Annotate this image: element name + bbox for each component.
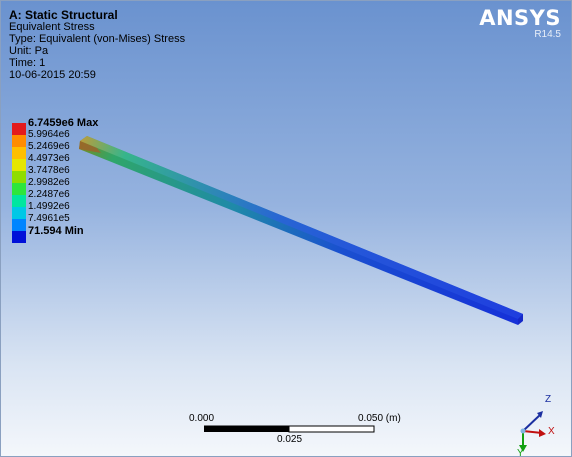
legend-label-min: 71.594 Min	[28, 225, 84, 237]
legend-label: 3.7478e6	[28, 165, 70, 176]
analysis-title: A: Static Structural	[9, 8, 118, 22]
result-name: Equivalent Stress	[9, 21, 95, 33]
result-unit: Unit: Pa	[9, 45, 49, 57]
axis-triad[interactable]: Z X Y	[506, 386, 566, 456]
legend-label: 7.4961e5	[28, 213, 70, 224]
legend-label: 2.9982e6	[28, 177, 70, 188]
result-details: A: Static Structural Equivalent Stress T…	[9, 9, 185, 81]
scale-right-label: 0.050 (m)	[358, 413, 401, 424]
legend-swatch	[12, 147, 26, 159]
z-axis-arrow-icon	[537, 411, 543, 418]
legend-swatch	[12, 159, 26, 171]
scale-mid-label: 0.025	[277, 434, 303, 445]
result-datetime: 10-06-2015 20:59	[9, 69, 96, 81]
legend-label-max: 6.7459e6 Max	[28, 117, 99, 129]
legend-swatch	[12, 219, 26, 231]
beam-top-face	[80, 136, 523, 319]
z-axis-label: Z	[545, 394, 551, 405]
logo-brand: ANSYS	[479, 6, 561, 30]
y-axis-label: Y	[517, 448, 524, 456]
legend-swatch	[12, 135, 26, 147]
x-axis-arrow-icon	[539, 429, 546, 437]
result-time: Time: 1	[9, 57, 46, 69]
x-axis-label: X	[548, 426, 555, 437]
legend-swatch	[12, 195, 26, 207]
legend-label: 2.2487e6	[28, 189, 70, 200]
y-axis-arrow-icon	[519, 445, 527, 452]
legend-swatch	[12, 183, 26, 195]
legend-swatch	[12, 171, 26, 183]
z-axis-line	[522, 413, 542, 432]
triad-origin	[520, 428, 526, 434]
legend-label: 5.9964e6	[28, 129, 70, 140]
legend-label: 4.4973e6	[28, 153, 70, 164]
legend-swatch	[12, 207, 26, 219]
beam-max-region	[79, 141, 101, 153]
legend-swatch-min	[12, 231, 26, 243]
x-axis-line	[522, 430, 543, 434]
legend-swatch-max	[12, 123, 26, 135]
scale-left-label: 0.000	[189, 413, 215, 424]
beam-end-face	[518, 314, 523, 325]
legend-label: 5.2469e6	[28, 141, 70, 152]
result-type: Type: Equivalent (von-Mises) Stress	[9, 33, 186, 45]
legend-label: 1.4992e6	[28, 201, 70, 212]
logo-version: R14.5	[534, 29, 561, 40]
ansys-logo: ANSYS R14.5	[479, 7, 561, 40]
